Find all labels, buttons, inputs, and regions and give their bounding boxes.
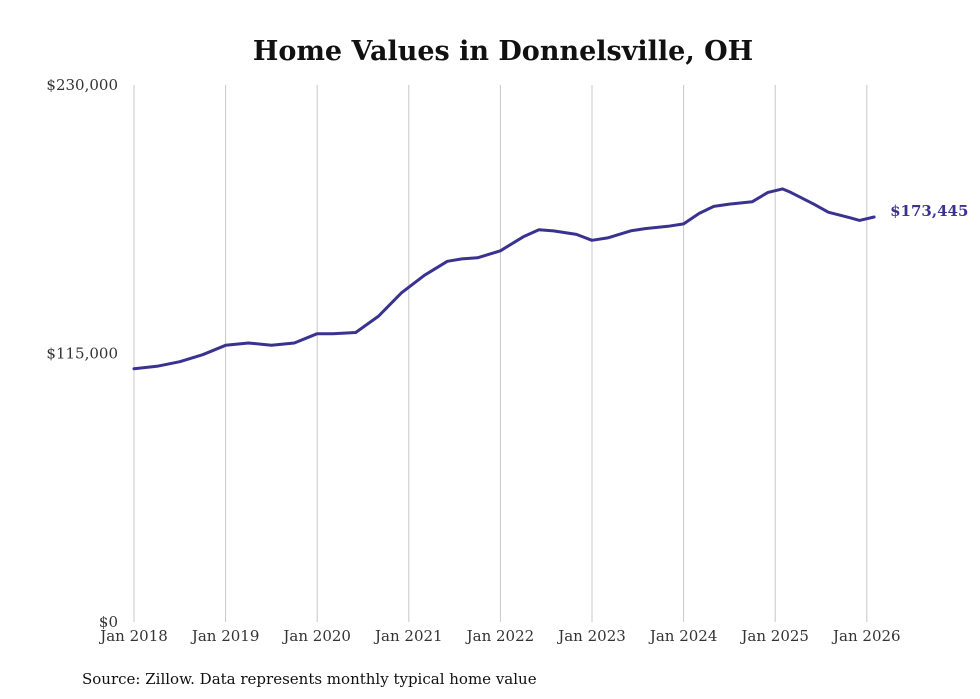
x-tick-label: Jan 2019 (190, 627, 260, 645)
x-tick-label: Jan 2023 (556, 627, 626, 645)
series-line-0 (132, 187, 876, 371)
annotations: $173,445 (890, 202, 968, 220)
x-tick-label: Jan 2020 (281, 627, 351, 645)
x-tick-label: Jan 2018 (98, 627, 168, 645)
x-axis-tick-labels: Jan 2018 Jan 2019 Jan 2020 Jan 2021 Jan 2022… (98, 627, 900, 645)
y-tick-label: $230,000 (46, 76, 118, 94)
y-axis-tick-labels: $0 $115,000 $230,000 (46, 76, 118, 631)
y-tick-label: $0 (99, 613, 118, 631)
vertical-gridlines (133, 85, 868, 622)
series-lines (132, 187, 876, 371)
chart-title: Home Values in Donnelsville, OH (253, 36, 753, 67)
x-tick-label: Jan 2022 (465, 627, 535, 645)
y-tick-label: $115,000 (46, 345, 118, 363)
x-tick-label: Jan 2024 (648, 627, 718, 645)
source-note: Source: Zillow. Data represents monthly … (82, 670, 537, 688)
end-value-label: $173,445 (890, 202, 968, 220)
x-tick-label: Jan 2025 (739, 627, 809, 645)
x-tick-label: Jan 2026 (831, 627, 901, 645)
x-tick-label: Jan 2021 (373, 627, 443, 645)
